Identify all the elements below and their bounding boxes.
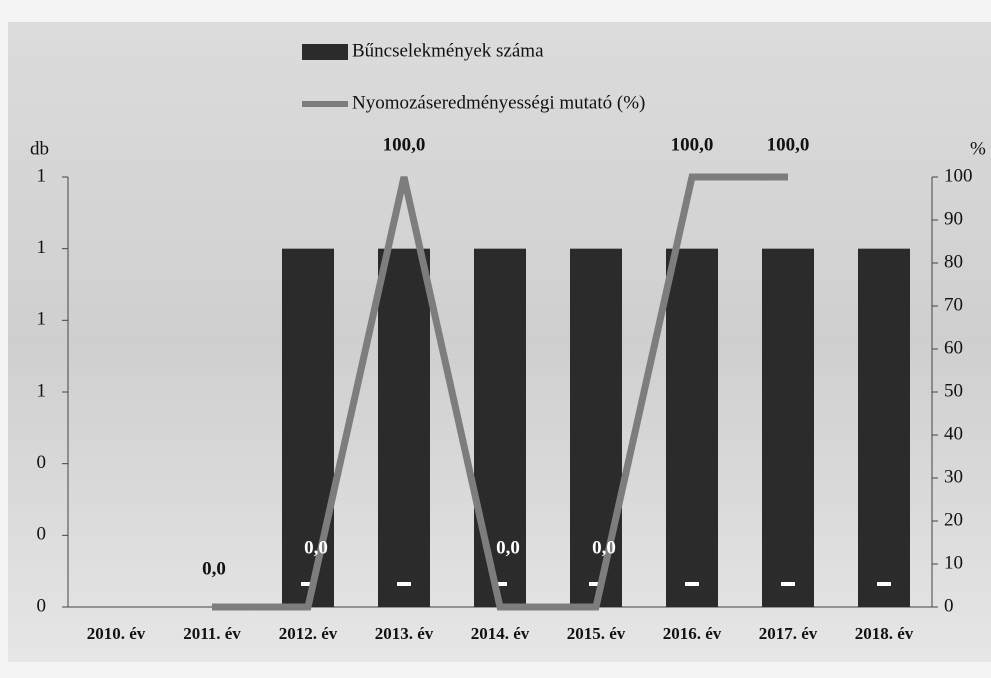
bar bbox=[282, 248, 334, 607]
y-tick-label: 1 bbox=[37, 380, 47, 401]
legend-swatch bbox=[302, 101, 348, 107]
y-tick-label: 1 bbox=[37, 309, 47, 330]
bar bbox=[378, 248, 430, 607]
y2-tick-label: 70 bbox=[944, 294, 963, 315]
data-label: 0,0 bbox=[496, 537, 520, 558]
y2-tick-label: 30 bbox=[944, 466, 963, 487]
y2-tick-label: 50 bbox=[944, 380, 963, 401]
data-label: 0,0 bbox=[592, 537, 616, 558]
line bbox=[212, 173, 788, 611]
x-tick-label: 2015. év bbox=[567, 624, 626, 643]
data-label: 100,0 bbox=[383, 134, 426, 155]
bar-dash bbox=[493, 582, 507, 586]
bar-dash bbox=[397, 582, 411, 586]
y2-tick-label: 90 bbox=[944, 208, 963, 229]
x-tick-label: 2011. év bbox=[183, 624, 241, 643]
x-tick-label: 2017. év bbox=[759, 624, 818, 643]
bar-dash bbox=[301, 582, 315, 586]
data-label: 100,0 bbox=[671, 134, 714, 155]
bar bbox=[666, 248, 718, 607]
bar-dash bbox=[685, 582, 699, 586]
y2-tick-label: 20 bbox=[944, 509, 963, 530]
x-tick-label: 2012. év bbox=[279, 624, 338, 643]
bar bbox=[762, 248, 814, 607]
legend-swatch bbox=[302, 44, 348, 60]
x-tick-label: 2016. év bbox=[663, 624, 722, 643]
y2-tick-label: 40 bbox=[944, 423, 963, 444]
y2-tick-label: 100 bbox=[944, 165, 973, 186]
bar-dash bbox=[589, 582, 603, 586]
y2-tick-label: 80 bbox=[944, 251, 963, 272]
x-tick-label: 2013. év bbox=[375, 624, 434, 643]
data-label: 0,0 bbox=[202, 558, 226, 579]
y-tick-label: 0 bbox=[37, 595, 47, 616]
y2-tick-label: 10 bbox=[944, 552, 963, 573]
x-tick-label: 2018. év bbox=[855, 624, 914, 643]
y-tick-label: 0 bbox=[37, 524, 47, 545]
y2-axis-label: % bbox=[970, 138, 986, 159]
y-axis-label: db bbox=[30, 138, 49, 159]
data-label: 100,0 bbox=[767, 134, 810, 155]
bar bbox=[474, 248, 526, 607]
bar-dash bbox=[877, 582, 891, 586]
bar bbox=[570, 248, 622, 607]
legend-label: Bűncselekmények száma bbox=[352, 40, 544, 61]
legend-label: Nyomozáseredményességi mutató (%) bbox=[352, 92, 645, 113]
y2-tick-label: 0 bbox=[944, 595, 954, 616]
y-tick-label: 0 bbox=[37, 452, 47, 473]
y-tick-label: 1 bbox=[37, 165, 47, 186]
bar bbox=[858, 248, 910, 607]
bar-dash bbox=[781, 582, 795, 586]
y2-tick-label: 60 bbox=[944, 337, 963, 358]
x-tick-label: 2014. év bbox=[471, 624, 530, 643]
data-label: 0,0 bbox=[304, 537, 328, 558]
x-tick-label: 2010. év bbox=[87, 624, 146, 643]
y-tick-label: 1 bbox=[37, 237, 47, 258]
